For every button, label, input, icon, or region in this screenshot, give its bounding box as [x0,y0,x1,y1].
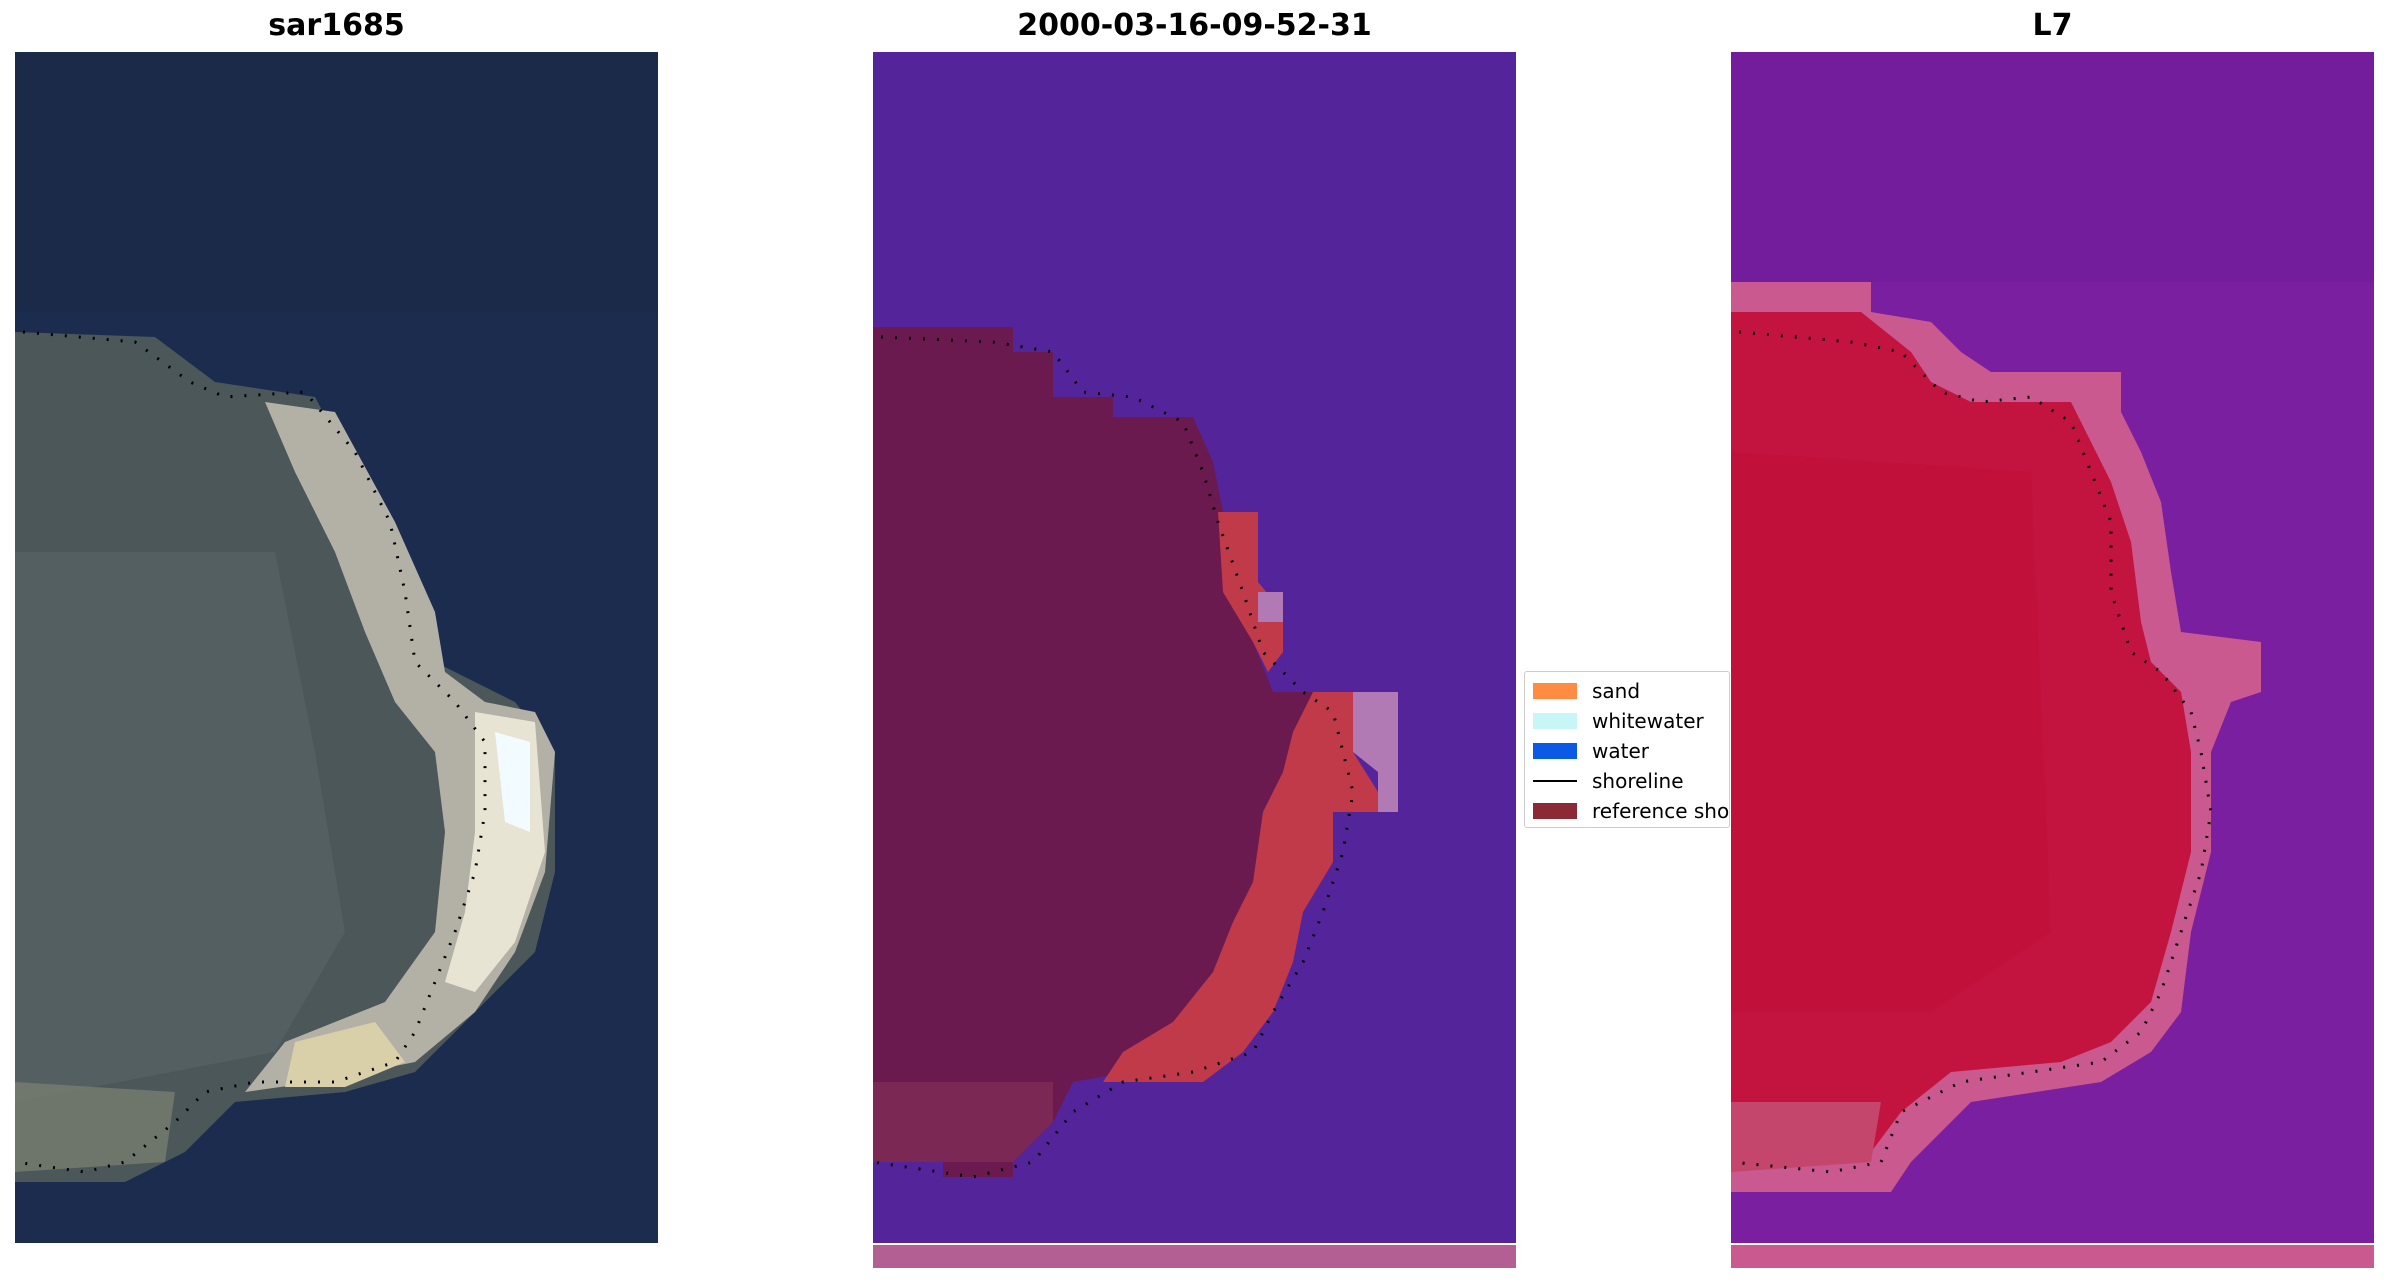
panel-title-rgb: sar1685 [268,8,405,43]
legend: sand whitewater water shoreline referenc… [1524,671,1730,828]
classified-image-panel [873,52,1516,1243]
index-bottom-strip [1731,1245,2374,1268]
index-image [1731,52,2374,1243]
legend-label-reference-shoreline: reference shoreline buffer [1592,799,1730,823]
panel-title-index: L7 [2032,8,2073,43]
legend-item-whitewater: whitewater [1533,708,1729,733]
shoreline-line-marker [1533,780,1577,782]
index-image-panel [1731,52,2374,1243]
classified-bottom-strip [873,1245,1516,1268]
panel-title-classified: 2000-03-16-09-52-31 [1017,8,1372,43]
whitewater-swatch [1533,713,1577,729]
water-swatch [1533,743,1577,759]
reference-shoreline-swatch [1533,803,1577,819]
legend-label-water: water [1592,739,1649,763]
legend-label-whitewater: whitewater [1592,709,1704,733]
classified-image [873,52,1516,1243]
rgb-image-panel [15,52,658,1243]
legend-item-shoreline: shoreline [1533,768,1729,793]
legend-item-sand: sand [1533,678,1729,703]
legend-item-reference-shoreline: reference shoreline buffer [1533,798,1730,823]
sand-swatch [1533,683,1577,699]
legend-label-shoreline: shoreline [1592,769,1684,793]
legend-label-sand: sand [1592,679,1641,703]
legend-item-water: water [1533,738,1729,763]
rgb-image [15,52,658,1243]
